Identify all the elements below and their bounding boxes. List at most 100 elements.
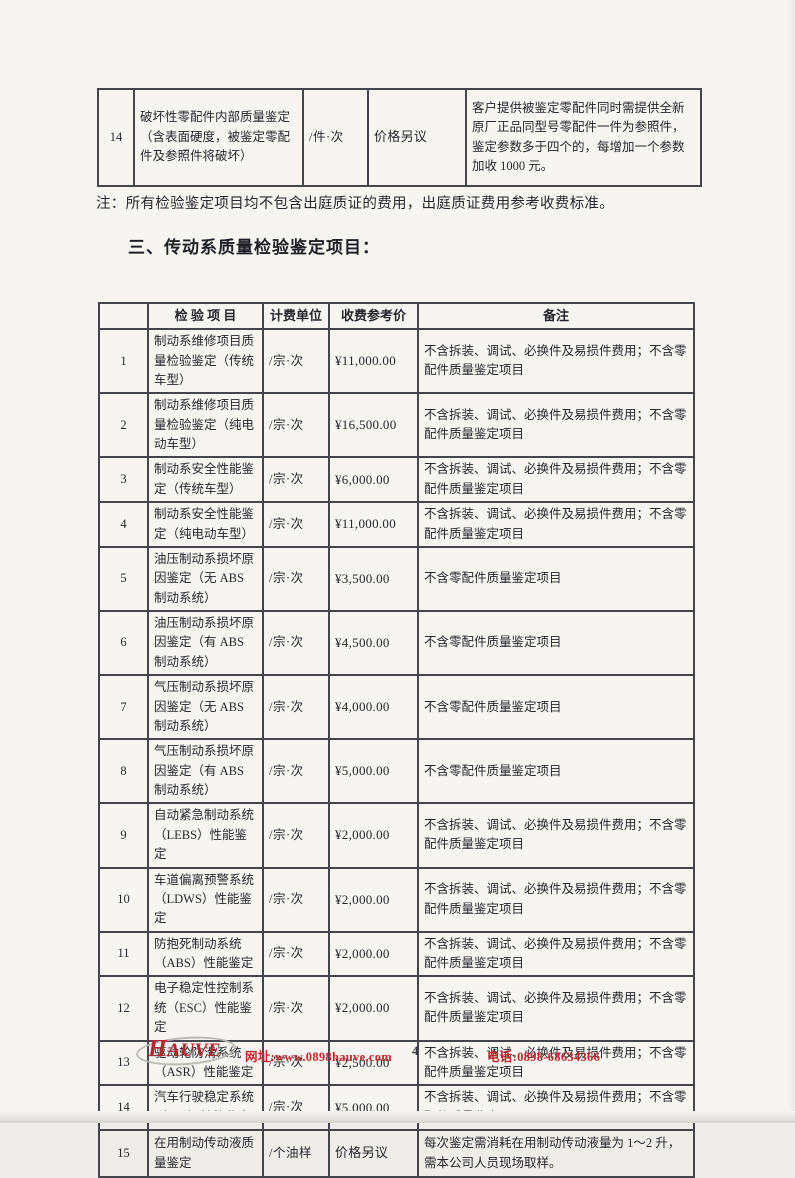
table-row: 2 制动系维修项目质量检验鉴定（纯电动车型） /宗·次 ¥16,500.00 不… bbox=[98, 392, 695, 459]
price-cell: ¥2,000.00 bbox=[328, 975, 419, 1042]
row-number: 9 bbox=[98, 802, 149, 869]
row-number: 14 bbox=[98, 1084, 149, 1132]
page-number: 4 bbox=[412, 1043, 419, 1058]
remark-cell: 不含零配件质量鉴定项目 bbox=[417, 674, 695, 741]
row-number: 14 bbox=[97, 88, 135, 187]
unit-cell: /宗·次 bbox=[262, 930, 330, 978]
header-price: 收费参考价 bbox=[328, 301, 419, 331]
unit-cell: /宗·次 bbox=[262, 501, 330, 548]
price-cell: ¥16,500.00 bbox=[328, 392, 419, 459]
row-number: 6 bbox=[98, 610, 149, 677]
table-row: 15 在用制动传动液质量鉴定 /个油样 价格另议 每次鉴定需消耗在用制动传动液量… bbox=[98, 1129, 695, 1178]
price-cell: ¥2,000.00 bbox=[328, 802, 419, 869]
unit-cell: /宗·次 bbox=[262, 545, 330, 613]
price-cell: ¥2,500.00 bbox=[328, 1039, 419, 1087]
row-number: 2 bbox=[98, 392, 149, 459]
remark-cell: 不含拆装、调试、必换件及易损件费用；不含零配件质量鉴定项目 bbox=[417, 456, 695, 504]
unit-cell: /宗·次 bbox=[262, 738, 330, 805]
item-cell: 自动紧急制动系统（LEBS）性能鉴定 bbox=[147, 802, 264, 869]
unit-cell: /宗·次 bbox=[262, 456, 330, 504]
remark-cell: 客户提供被鉴定零配件同时需提供全新原厂正品同型号零配件一件为参照件，鉴定参数多于… bbox=[465, 88, 702, 187]
hauve-logo: HAUVE bbox=[135, 1033, 237, 1069]
price-cell: ¥6,000.00 bbox=[328, 456, 419, 504]
unit-cell: /宗·次 bbox=[262, 610, 330, 677]
item-cell: 电子稳定性控制系统（ESC）性能鉴定 bbox=[147, 975, 264, 1042]
unit-cell: /宗·次 bbox=[262, 866, 330, 933]
price-cell: ¥4,000.00 bbox=[328, 674, 419, 741]
section-heading: 三、传动系质量检验鉴定项目： bbox=[128, 238, 380, 257]
price-cell: ¥4,500.00 bbox=[328, 610, 419, 677]
table-row: 9 自动紧急制动系统（LEBS）性能鉴定 /宗·次 ¥2,000.00 不含拆装… bbox=[98, 802, 695, 869]
table-row: 10 车道偏离预警系统（LDWS）性能鉴定 /宗·次 ¥2,000.00 不含拆… bbox=[98, 866, 695, 933]
item-cell: 破坏性零配件内部质量鉴定（含表面硬度，被鉴定零配件及参照件将破坏） bbox=[133, 88, 304, 187]
row-number: 4 bbox=[98, 501, 149, 548]
table-row: 3 制动系安全性能鉴定（传统车型） /宗·次 ¥6,000.00 不含拆装、调试… bbox=[98, 456, 695, 504]
remark-cell: 不含拆装、调试、必换件及易损件费用；不含零配件质量鉴定项目 bbox=[417, 930, 695, 978]
scan-edge-bottom bbox=[0, 1111, 795, 1123]
unit-cell: /个油样 bbox=[262, 1129, 330, 1178]
unit-cell: /宗·次 bbox=[262, 1084, 330, 1132]
remark-cell: 不含零配件质量鉴定项目 bbox=[417, 738, 695, 805]
header-row: 检 验 项 目 计费单位 收费参考价 备注 bbox=[98, 301, 695, 331]
unit-cell: /宗·次 bbox=[262, 674, 330, 741]
row-number: 13 bbox=[98, 1039, 149, 1087]
row-number: 7 bbox=[98, 674, 149, 741]
remark-cell: 不含拆装、调试、必换件及易损件费用；不含零配件质量鉴定项目 bbox=[417, 501, 695, 548]
header-no bbox=[98, 301, 149, 331]
logo-text: HAUVE bbox=[148, 1036, 221, 1062]
item-cell: 防抱死制动系统（ABS）性能鉴定 bbox=[147, 930, 264, 978]
item-cell: 制动系维修项目质量检验鉴定（纯电动车型） bbox=[147, 392, 264, 459]
row-number: 1 bbox=[98, 328, 149, 395]
row-number: 11 bbox=[98, 930, 149, 978]
item-cell: 气压制动系损坏原因鉴定（无 ABS 制动系统） bbox=[147, 674, 264, 741]
remark-cell: 每次鉴定需消耗在用制动传动液量为 1～2 升，需本公司人员现场取样。 bbox=[417, 1129, 695, 1178]
note-text: 注：所有检验鉴定项目均不包含出庭质证的费用，出庭质证费用参考收费标准。 bbox=[96, 196, 614, 212]
price-cell: ¥11,000.00 bbox=[328, 501, 419, 548]
scan-edge-right bbox=[787, 0, 795, 1123]
row-number: 3 bbox=[98, 456, 149, 504]
remark-cell: 不含零配件质量鉴定项目 bbox=[417, 610, 695, 677]
item-cell: 制动系安全性能鉴定（传统车型） bbox=[147, 456, 264, 504]
remark-cell: 不含拆装、调试、必换件及易损件费用；不含零配件质量鉴定项目 bbox=[417, 866, 695, 933]
price-cell: ¥5,000.00 bbox=[328, 1084, 419, 1132]
remark-cell: 不含拆装、调试、必换件及易损件费用；不含零配件质量鉴定项目 bbox=[417, 1039, 695, 1087]
price-cell: ¥2,000.00 bbox=[328, 930, 419, 978]
remark-cell: 不含拆装、调试、必换件及易损件费用；不含零配件质量鉴定项目 bbox=[417, 392, 695, 459]
price-cell: 价格另议 bbox=[367, 88, 467, 187]
price-cell: ¥3,500.00 bbox=[328, 545, 419, 613]
transmission-inspection-table: 检 验 项 目 计费单位 收费参考价 备注 1 制动系维修项目质量检验鉴定（传统… bbox=[98, 301, 695, 1178]
table-row: 13 驱动轮防滑系统（ASR）性能鉴定 /宗·次 ¥2,500.00 不含拆装、… bbox=[98, 1039, 695, 1087]
price-cell: ¥5,000.00 bbox=[328, 738, 419, 805]
unit-cell: /宗·次 bbox=[262, 328, 330, 395]
unit-cell: /宗·次 bbox=[262, 975, 330, 1042]
remark-cell: 不含拆装、调试、必换件及易损件费用；不含零配件质量鉴定项目 bbox=[417, 328, 695, 395]
item-cell: 制动系维修项目质量检验鉴定（传统车型） bbox=[147, 328, 264, 395]
table-row: 8 气压制动系损坏原因鉴定（有 ABS 制动系统） /宗·次 ¥5,000.00… bbox=[98, 738, 695, 805]
table-row: 4 制动系安全性能鉴定（纯电动车型） /宗·次 ¥11,000.00 不含拆装、… bbox=[98, 501, 695, 548]
table-row: 14 汽车行驶稳定系统（ESP）性能鉴定 /宗·次 ¥5,000.00 不含拆装… bbox=[98, 1084, 695, 1132]
table-row: 5 油压制动系损坏原因鉴定（无 ABS 制动系统） /宗·次 ¥3,500.00… bbox=[98, 545, 695, 613]
header-unit: 计费单位 bbox=[262, 301, 330, 331]
price-cell: 价格另议 bbox=[328, 1129, 419, 1178]
row-number: 12 bbox=[98, 975, 149, 1042]
row-number: 10 bbox=[98, 866, 149, 933]
header-item: 检 验 项 目 bbox=[147, 301, 264, 331]
row-number: 8 bbox=[98, 738, 149, 805]
unit-cell: /宗·次 bbox=[262, 802, 330, 869]
item-cell: 油压制动系损坏原因鉴定（有 ABS 制动系统） bbox=[147, 610, 264, 677]
item-cell: 油压制动系损坏原因鉴定（无 ABS 制动系统） bbox=[147, 545, 264, 613]
table-row: 11 防抱死制动系统（ABS）性能鉴定 /宗·次 ¥2,000.00 不含拆装、… bbox=[98, 930, 695, 978]
remark-cell: 不含拆装、调试、必换件及易损件费用；不含零配件质量鉴定项目 bbox=[417, 975, 695, 1042]
item-cell: 气压制动系损坏原因鉴定（有 ABS 制动系统） bbox=[147, 738, 264, 805]
row-number: 5 bbox=[98, 545, 149, 613]
unit-cell: /宗·次 bbox=[262, 1039, 330, 1087]
footer-website: 网址:www.0898hauve.com bbox=[245, 1050, 392, 1064]
row-number: 15 bbox=[98, 1129, 149, 1178]
price-cell: ¥11,000.00 bbox=[328, 328, 419, 395]
item-cell: 驱动轮防滑系统（ASR）性能鉴定 bbox=[147, 1039, 264, 1087]
item-cell: 汽车行驶稳定系统（ESP）性能鉴定 bbox=[147, 1084, 264, 1132]
footer-phone: 电话:0898-68634366 bbox=[487, 1050, 601, 1064]
table-row: 1 制动系维修项目质量检验鉴定（传统车型） /宗·次 ¥11,000.00 不含… bbox=[98, 328, 695, 395]
table-row: 14 破坏性零配件内部质量鉴定（含表面硬度，被鉴定零配件及参照件将破坏） /件·… bbox=[97, 88, 702, 187]
